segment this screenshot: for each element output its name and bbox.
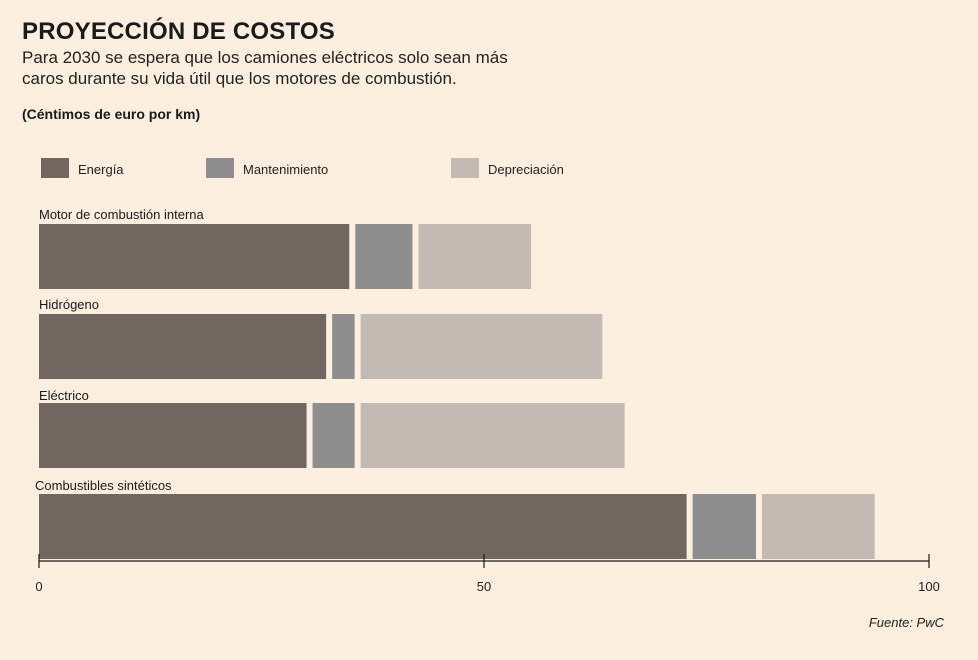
bar-segment-depreciacion <box>360 314 603 379</box>
bar-segment-energia <box>39 314 327 379</box>
x-tick-label: 50 <box>477 579 491 594</box>
bar-segment-energia <box>39 224 350 289</box>
legend-swatch-depreciacion <box>451 158 479 178</box>
chart-subtitle: Para 2030 se espera que los camiones elé… <box>22 48 508 88</box>
category-label: Hidrógeno <box>39 297 99 312</box>
category-label: Combustibles sintéticos <box>35 478 172 493</box>
chart-legend: Energía Mantenimiento Depreciación <box>41 158 564 178</box>
x-tick-label: 100 <box>918 579 940 594</box>
chart-title: PROYECCIÓN DE COSTOS <box>22 18 335 45</box>
bar-segment-depreciacion <box>762 494 875 559</box>
legend-item-mantenimiento: Mantenimiento <box>206 158 328 178</box>
bar-segment-mantenimiento <box>332 314 355 379</box>
legend-label: Energía <box>78 162 124 177</box>
unit-label: (Céntimos de euro por km) <box>22 106 201 122</box>
legend-label: Mantenimiento <box>243 162 328 177</box>
category-label: Eléctrico <box>39 388 89 403</box>
bar-segment-energia <box>39 494 687 559</box>
category-label: Motor de combustión interna <box>39 207 205 222</box>
bar-group-electrico: Eléctrico <box>39 388 625 468</box>
bar-segment-mantenimiento <box>692 494 757 559</box>
bar-group-hidrogeno: Hidrógeno <box>39 297 603 379</box>
bar-segment-depreciacion <box>418 224 532 289</box>
legend-label: Depreciación <box>488 162 564 177</box>
source-note: Fuente: PwC <box>868 615 944 630</box>
chart-bars: Motor de combustión interna Hidrógeno Eléc… <box>35 207 875 559</box>
bar-segment-mantenimiento <box>355 224 413 289</box>
x-tick-label: 0 <box>35 579 42 594</box>
legend-swatch-energia <box>41 158 69 178</box>
bar-segment-depreciacion <box>360 403 625 468</box>
bar-segment-energia <box>39 403 307 468</box>
legend-item-energia: Energía <box>41 158 124 178</box>
bar-group-combustibles-sinteticos: Combustibles sintéticos <box>35 478 875 559</box>
legend-swatch-mantenimiento <box>206 158 234 178</box>
bar-segment-mantenimiento <box>312 403 355 468</box>
bar-group-motor-de-combustion-interna: Motor de combustión interna <box>39 207 532 289</box>
legend-item-depreciacion: Depreciación <box>451 158 564 178</box>
x-axis: 0 50 100 <box>35 554 940 594</box>
